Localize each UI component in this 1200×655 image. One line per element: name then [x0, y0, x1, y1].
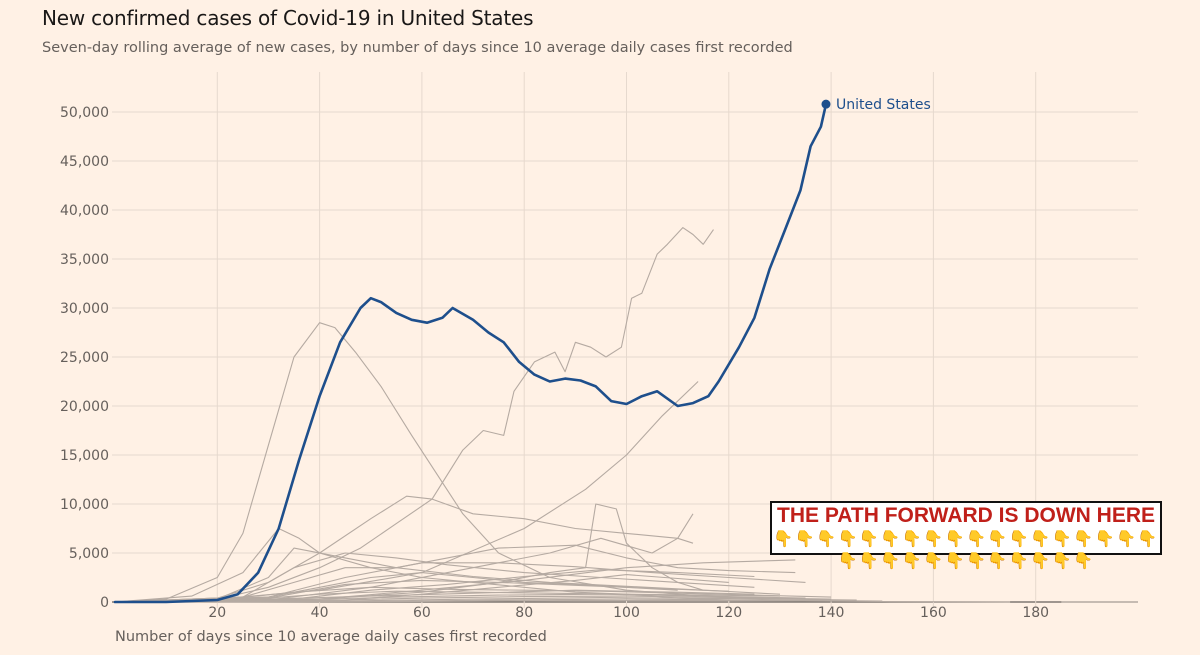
x-tick-label: 40 — [311, 605, 329, 621]
x-tick-label: 120 — [715, 605, 742, 621]
chart-title: New confirmed cases of Covid-19 in Unite… — [42, 6, 534, 30]
background-series-line — [114, 544, 796, 603]
background-series-line — [114, 599, 1011, 603]
x-tick-label: 180 — [1022, 605, 1049, 621]
y-axis-ticks: 0 5,000 10,000 15,000 20,000 25,000 30,000 35,0… — [60, 105, 109, 611]
x-tick-label: 80 — [515, 605, 533, 621]
x-axis-ticks: 20 40 60 80 100 120 140 160 180 — [208, 605, 1049, 621]
y-tick-label: 35,000 — [60, 252, 109, 268]
background-series-line — [114, 513, 694, 603]
chart-subtitle: Seven-day rolling average of new cases, … — [42, 40, 793, 56]
x-tick-label: 100 — [613, 605, 640, 621]
y-tick-label: 25,000 — [60, 350, 109, 366]
y-tick-label: 40,000 — [60, 203, 109, 219]
background-series-line — [114, 593, 806, 603]
y-tick-label: 50,000 — [60, 105, 109, 121]
x-tick-label: 140 — [818, 605, 845, 621]
y-tick-label: 15,000 — [60, 448, 109, 464]
y-tick-label: 0 — [100, 595, 109, 611]
background-series-line — [114, 574, 729, 603]
background-series-line — [114, 322, 781, 603]
background-series-line — [114, 227, 714, 603]
background-series-line — [114, 590, 781, 603]
y-tick-label: 45,000 — [60, 154, 109, 170]
background-series-line — [114, 586, 832, 603]
x-tick-label: 20 — [208, 605, 226, 621]
x-axis-label: Number of days since 10 average daily ca… — [115, 629, 547, 645]
united-states-series-label: United States — [836, 97, 931, 113]
background-series-line — [114, 595, 832, 603]
y-tick-label: 10,000 — [60, 497, 109, 513]
background-series-line — [114, 579, 729, 603]
callout-text: THE PATH FORWARD IS DOWN HERE — [777, 504, 1155, 527]
background-series-line — [114, 589, 755, 603]
background-series-line — [114, 552, 755, 603]
y-tick-label: 30,000 — [60, 301, 109, 317]
annotation-callout: THE PATH FORWARD IS DOWN HERE 👇👇👇👇👇👇👇👇👇👇… — [770, 501, 1162, 570]
background-series-line — [114, 503, 704, 603]
x-tick-label: 60 — [413, 605, 431, 621]
background-series-line — [114, 562, 806, 603]
x-tick-label: 160 — [920, 605, 947, 621]
united-states-line — [113, 102, 828, 604]
background-series — [114, 227, 1138, 603]
highlight-series: United States — [113, 97, 931, 604]
y-tick-label: 5,000 — [69, 546, 109, 562]
united-states-endpoint-marker — [821, 99, 831, 109]
pointing-down-icons: 👇👇👇👇👇👇👇👇👇👇👇👇👇👇👇👇👇👇👇👇👇👇👇👇👇👇👇👇👇👇 — [773, 529, 1159, 570]
y-tick-label: 20,000 — [60, 399, 109, 415]
